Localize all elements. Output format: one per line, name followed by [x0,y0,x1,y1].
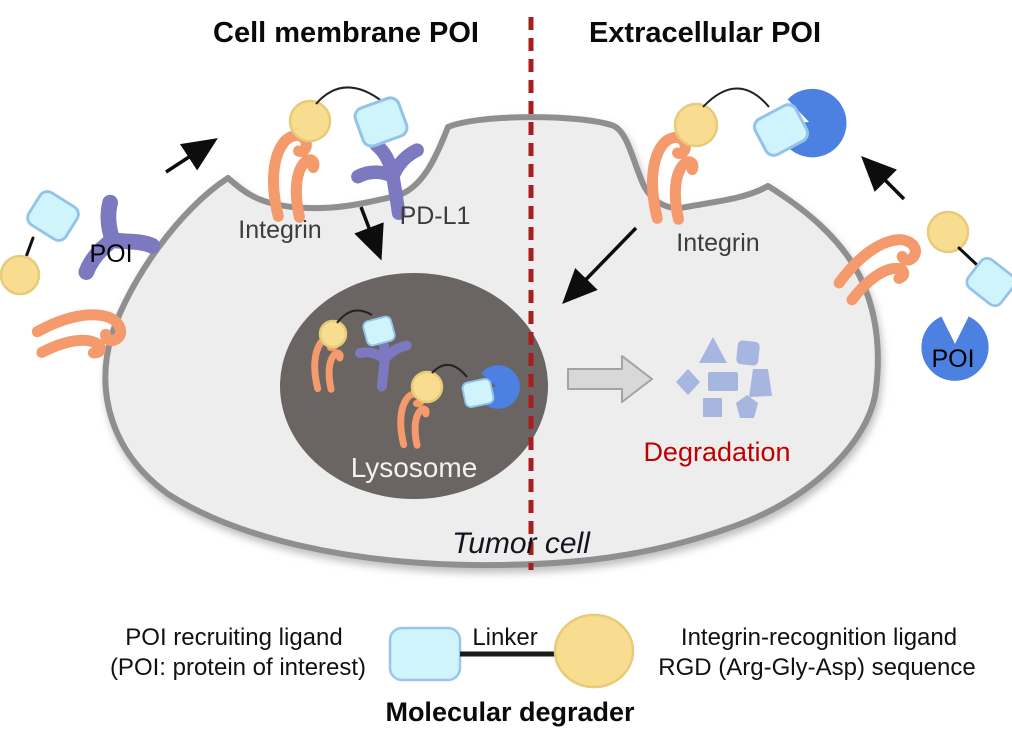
rgd-ligand-icon [410,370,444,404]
integrin-left-label: Integrin [238,216,321,244]
legend-linker-label: Linker [472,624,537,651]
block-arrow-icon [567,355,653,403]
linker-arc [431,364,468,378]
fragment-square-icon [703,398,722,417]
legend-rgd-line2: RGD (Arg-Gly-Asp) sequence [658,654,975,681]
legend-poi-ligand-icon [388,626,462,682]
degradation-label: Degradation [643,437,790,467]
rgd-ligand-icon [288,99,332,143]
title-cell-membrane-poi: Cell membrane POI [213,17,479,49]
rgd-ligand-icon [926,210,970,254]
legend-rgd-line1: Integrin-recognition ligand [681,624,957,651]
lysosome-label: Lysosome [351,452,478,483]
poi-ligand-icon [460,376,496,410]
poi-right-label: POI [931,345,974,373]
arrow-icon [861,156,906,201]
legend-molecular-degrader-label: Molecular degrader [385,697,635,727]
fragment-rectangle-icon [708,372,738,391]
integrin-icon [835,227,924,311]
fragment-diamond-icon [676,369,700,395]
linker-arc [702,87,770,108]
poi-ligand-icon [22,186,84,246]
poi-ligand-icon [962,253,1012,311]
linker-arc [315,86,384,105]
linker-line [24,236,35,259]
integrin-right-label: Integrin [676,229,759,257]
fragment-pentagon-icon [736,395,758,418]
arrow-icon [562,226,638,305]
tumor-cell-label: Tumor cell [452,527,591,560]
legend-poi-ligand-line2: (POI: protein of interest) [110,654,366,681]
rgd-ligand-icon [318,319,348,349]
fragment-triangle-icon [699,337,727,363]
legend-poi-ligand-line1: POI recruiting ligand [125,624,342,651]
rgd-ligand-icon [673,102,719,148]
arrow-icon [354,206,384,261]
fragment-trapezoid-icon [749,369,772,397]
linker-arc [336,309,373,324]
legend-rgd-ligand-icon [553,613,635,689]
linker-line [957,246,978,266]
rgd-ligand-icon [0,254,41,296]
arrow-icon [165,138,218,174]
poi-left-label: POI [89,240,132,268]
pdl1-label: PD-L1 [400,202,471,230]
fragment-rounded-square-icon [736,340,760,366]
title-extracellular-poi: Extracellular POI [589,17,821,49]
